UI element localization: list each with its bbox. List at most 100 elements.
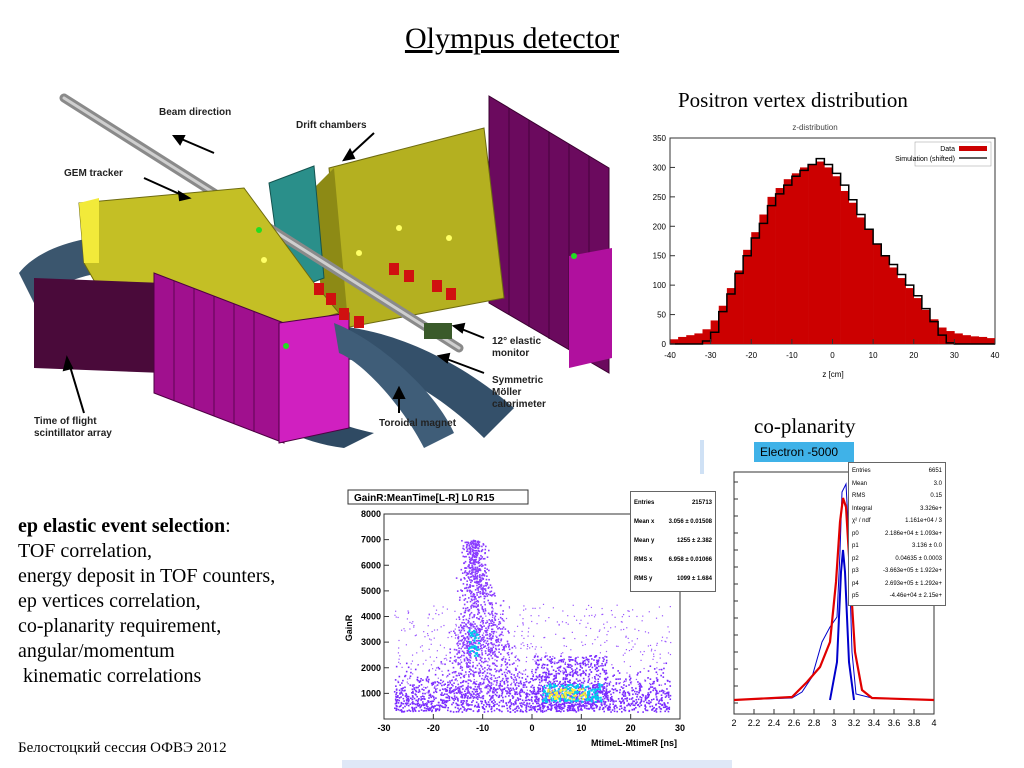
- scatter-xtick-label: 20: [626, 723, 636, 733]
- scatter-points: [393, 539, 672, 713]
- label-tof-2: scintillator array: [34, 428, 112, 439]
- label-elastic-monitor-2: monitor: [492, 348, 529, 359]
- z-data-bar: [800, 167, 809, 344]
- z-data-bar: [865, 229, 874, 344]
- z-data-bar: [759, 214, 768, 344]
- z-ytick-label: 350: [653, 134, 667, 143]
- z-data-bar: [670, 339, 679, 344]
- z-xtick-label: -40: [664, 351, 676, 360]
- coplanarity-xtick-label: 2.2: [748, 718, 761, 728]
- coplanarity-peak-line: [829, 549, 855, 701]
- z-data-bar: [840, 190, 850, 344]
- z-xtick-label: -10: [786, 351, 798, 360]
- stats-row: χ² / ndf 1.161e+04 / 3: [852, 515, 942, 528]
- stats-label: RMS: [852, 493, 866, 499]
- z-ytick-label: 0: [662, 340, 667, 349]
- scatter-xtick-label: 0: [529, 723, 534, 733]
- tof-panel-left: [153, 272, 285, 444]
- stats-label: Mean x: [634, 519, 655, 525]
- selection-line: energy deposit in TOF counters,: [18, 565, 276, 587]
- z-data-bar: [986, 338, 996, 344]
- z-data-bar: [873, 243, 882, 344]
- stats-row: RMS x 6.958 ± 0.01066: [634, 551, 712, 570]
- scatter-ytick-label: 5000: [361, 586, 381, 596]
- z-xtick-label: -20: [745, 351, 757, 360]
- z-data-bar: [751, 232, 760, 344]
- stats-label: p5: [852, 593, 859, 599]
- z-sim-line: [670, 157, 995, 345]
- stats-value: 3.056 ± 0.01508: [668, 519, 712, 525]
- z-chart-legend: Data Simulation (shifted): [895, 141, 992, 167]
- elastic-monitor: [424, 323, 452, 339]
- marker-dots: [256, 225, 577, 349]
- z-data-bar: [678, 336, 687, 344]
- stats-row: Entries 215713: [634, 494, 712, 513]
- scatter-ytick-label: 3000: [361, 637, 381, 647]
- stats-row: RMS y 1099 ± 1.684: [634, 570, 712, 589]
- z-data-bar: [702, 329, 711, 344]
- label-toroidal-magnet: Toroidal magnet: [379, 418, 457, 429]
- z-data-bar: [726, 288, 736, 344]
- coplanarity-xtick-label: 3: [831, 718, 836, 728]
- z-data-bar: [856, 217, 866, 344]
- drift-chamber-right: [328, 127, 505, 329]
- stats-value: 6651: [928, 468, 942, 474]
- z-data-bar: [824, 167, 833, 344]
- z-data-bar: [832, 176, 841, 344]
- scatter-xtick-label: -20: [427, 723, 440, 733]
- z-data-bar: [686, 335, 695, 344]
- z-data-bar: [889, 267, 898, 344]
- stats-value: 215713: [691, 500, 712, 506]
- coplanarity-xtick-label: 2.8: [808, 718, 821, 728]
- footer-text: Белостоцкий сессия ОФВЭ 2012: [18, 740, 227, 756]
- detector-diagram: Beam direction Drift chambers GEM tracke…: [19, 93, 612, 448]
- scatter-xlabel: MtimeL-MtimeR [ns]: [591, 738, 677, 748]
- z-data-bar: [978, 336, 988, 344]
- scatter-ytick-label: 7000: [361, 535, 381, 545]
- z-xtick-label: 0: [830, 351, 835, 360]
- z-ytick-label: 250: [653, 193, 667, 202]
- coplanarity-xtick-label: 3.4: [868, 718, 881, 728]
- z-data-bar: [767, 196, 776, 344]
- stats-row: p4 2.693e+05 ± 1.292e+: [852, 578, 942, 591]
- z-xtick-label: -30: [705, 351, 717, 360]
- slide-title: Olympus detector: [404, 22, 620, 55]
- scatter-stats-box: Entries 215713 Mean x 3.056 ± 0.01508 Mean y…: [630, 491, 716, 592]
- coplanarity-xtick-label: 3.8: [908, 718, 921, 728]
- z-ytick-label: 200: [653, 222, 667, 231]
- z-ytick-label: 300: [653, 163, 667, 172]
- label-tof-1: Time of flight: [34, 416, 97, 427]
- tof-panel-right-front: [569, 248, 612, 368]
- legend-data-swatch: [959, 146, 987, 151]
- coplanarity-xtick-label: 2.6: [788, 718, 801, 728]
- coplanarity-data-line: [733, 482, 935, 701]
- stats-value: 1.161e+04 / 3: [905, 518, 942, 524]
- electron-badge: Electron -5000: [754, 442, 854, 462]
- z-data-bar: [921, 309, 931, 344]
- z-data-bar: [743, 249, 752, 344]
- stats-label: Mean: [852, 480, 868, 487]
- label-elastic-monitor-1: 12° elastic: [492, 336, 541, 347]
- toroid-blade: [334, 323, 454, 448]
- stats-row: Mean y 1255 ± 2.382: [634, 532, 712, 551]
- coplanarity-xtick-label: 4: [931, 718, 936, 728]
- stats-label: p3: [852, 568, 859, 574]
- label-beam-direction: Beam direction: [159, 107, 231, 118]
- selection-line: angular/momentum: [18, 640, 175, 662]
- stats-row: p5 -4.46e+04 ± 2.15e+: [852, 590, 942, 603]
- tof-panel-left-front: [278, 312, 350, 444]
- scatter-ytick-label: 8000: [361, 509, 381, 519]
- stats-value: 0.15: [930, 493, 942, 499]
- stats-row: Mean x 3.056 ± 0.01508: [634, 513, 712, 532]
- z-data-bar: [718, 305, 728, 344]
- drift-chamber-left-face: [79, 198, 99, 263]
- stats-label: χ² / ndf: [852, 518, 871, 524]
- coplanarity-xtick-label: 3.6: [888, 718, 901, 728]
- selection-line: co-planarity requirement,: [18, 615, 222, 637]
- z-xtick-label: 10: [869, 351, 878, 360]
- bottom-strip: [342, 760, 732, 768]
- z-data-bar: [897, 278, 906, 344]
- z-xtick-label: 20: [909, 351, 918, 360]
- stats-value: 6.958 ± 0.01066: [668, 557, 712, 563]
